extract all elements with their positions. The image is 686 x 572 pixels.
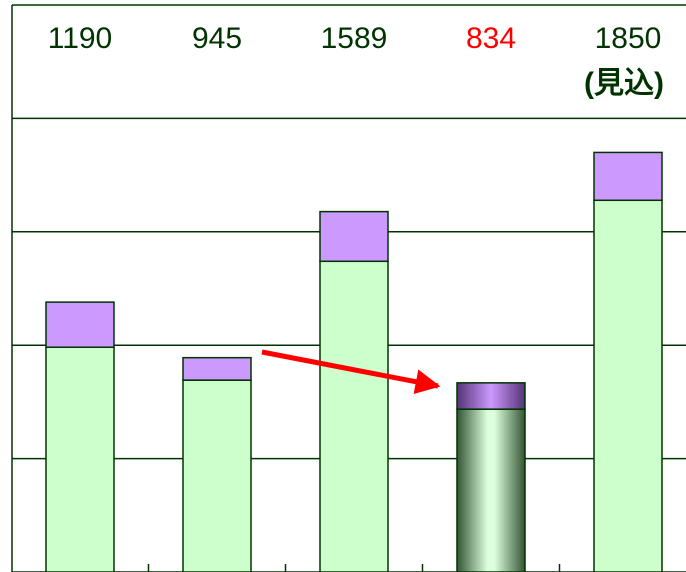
total-label: 1589: [321, 22, 388, 55]
bar-segment: [182, 379, 252, 572]
bar-segment: [45, 301, 115, 348]
bar-segment: [593, 151, 663, 202]
total-label: 1190: [48, 22, 113, 55]
bar-segment: [182, 356, 252, 381]
total-label: 1850: [595, 22, 662, 55]
bar-segment: [456, 408, 526, 572]
total-label: 834: [466, 22, 516, 55]
plot: 1190 945 1589 834 1850 (見込): [11, 4, 686, 572]
bar-segment: [319, 260, 389, 572]
annotation: (見込): [584, 67, 664, 100]
bar-segment: [456, 382, 526, 410]
bar-segment: [593, 199, 663, 572]
bar-segment: [45, 346, 115, 572]
bar-segment: [319, 210, 389, 263]
arrow: [261, 349, 441, 395]
total-label: 945: [192, 22, 242, 55]
